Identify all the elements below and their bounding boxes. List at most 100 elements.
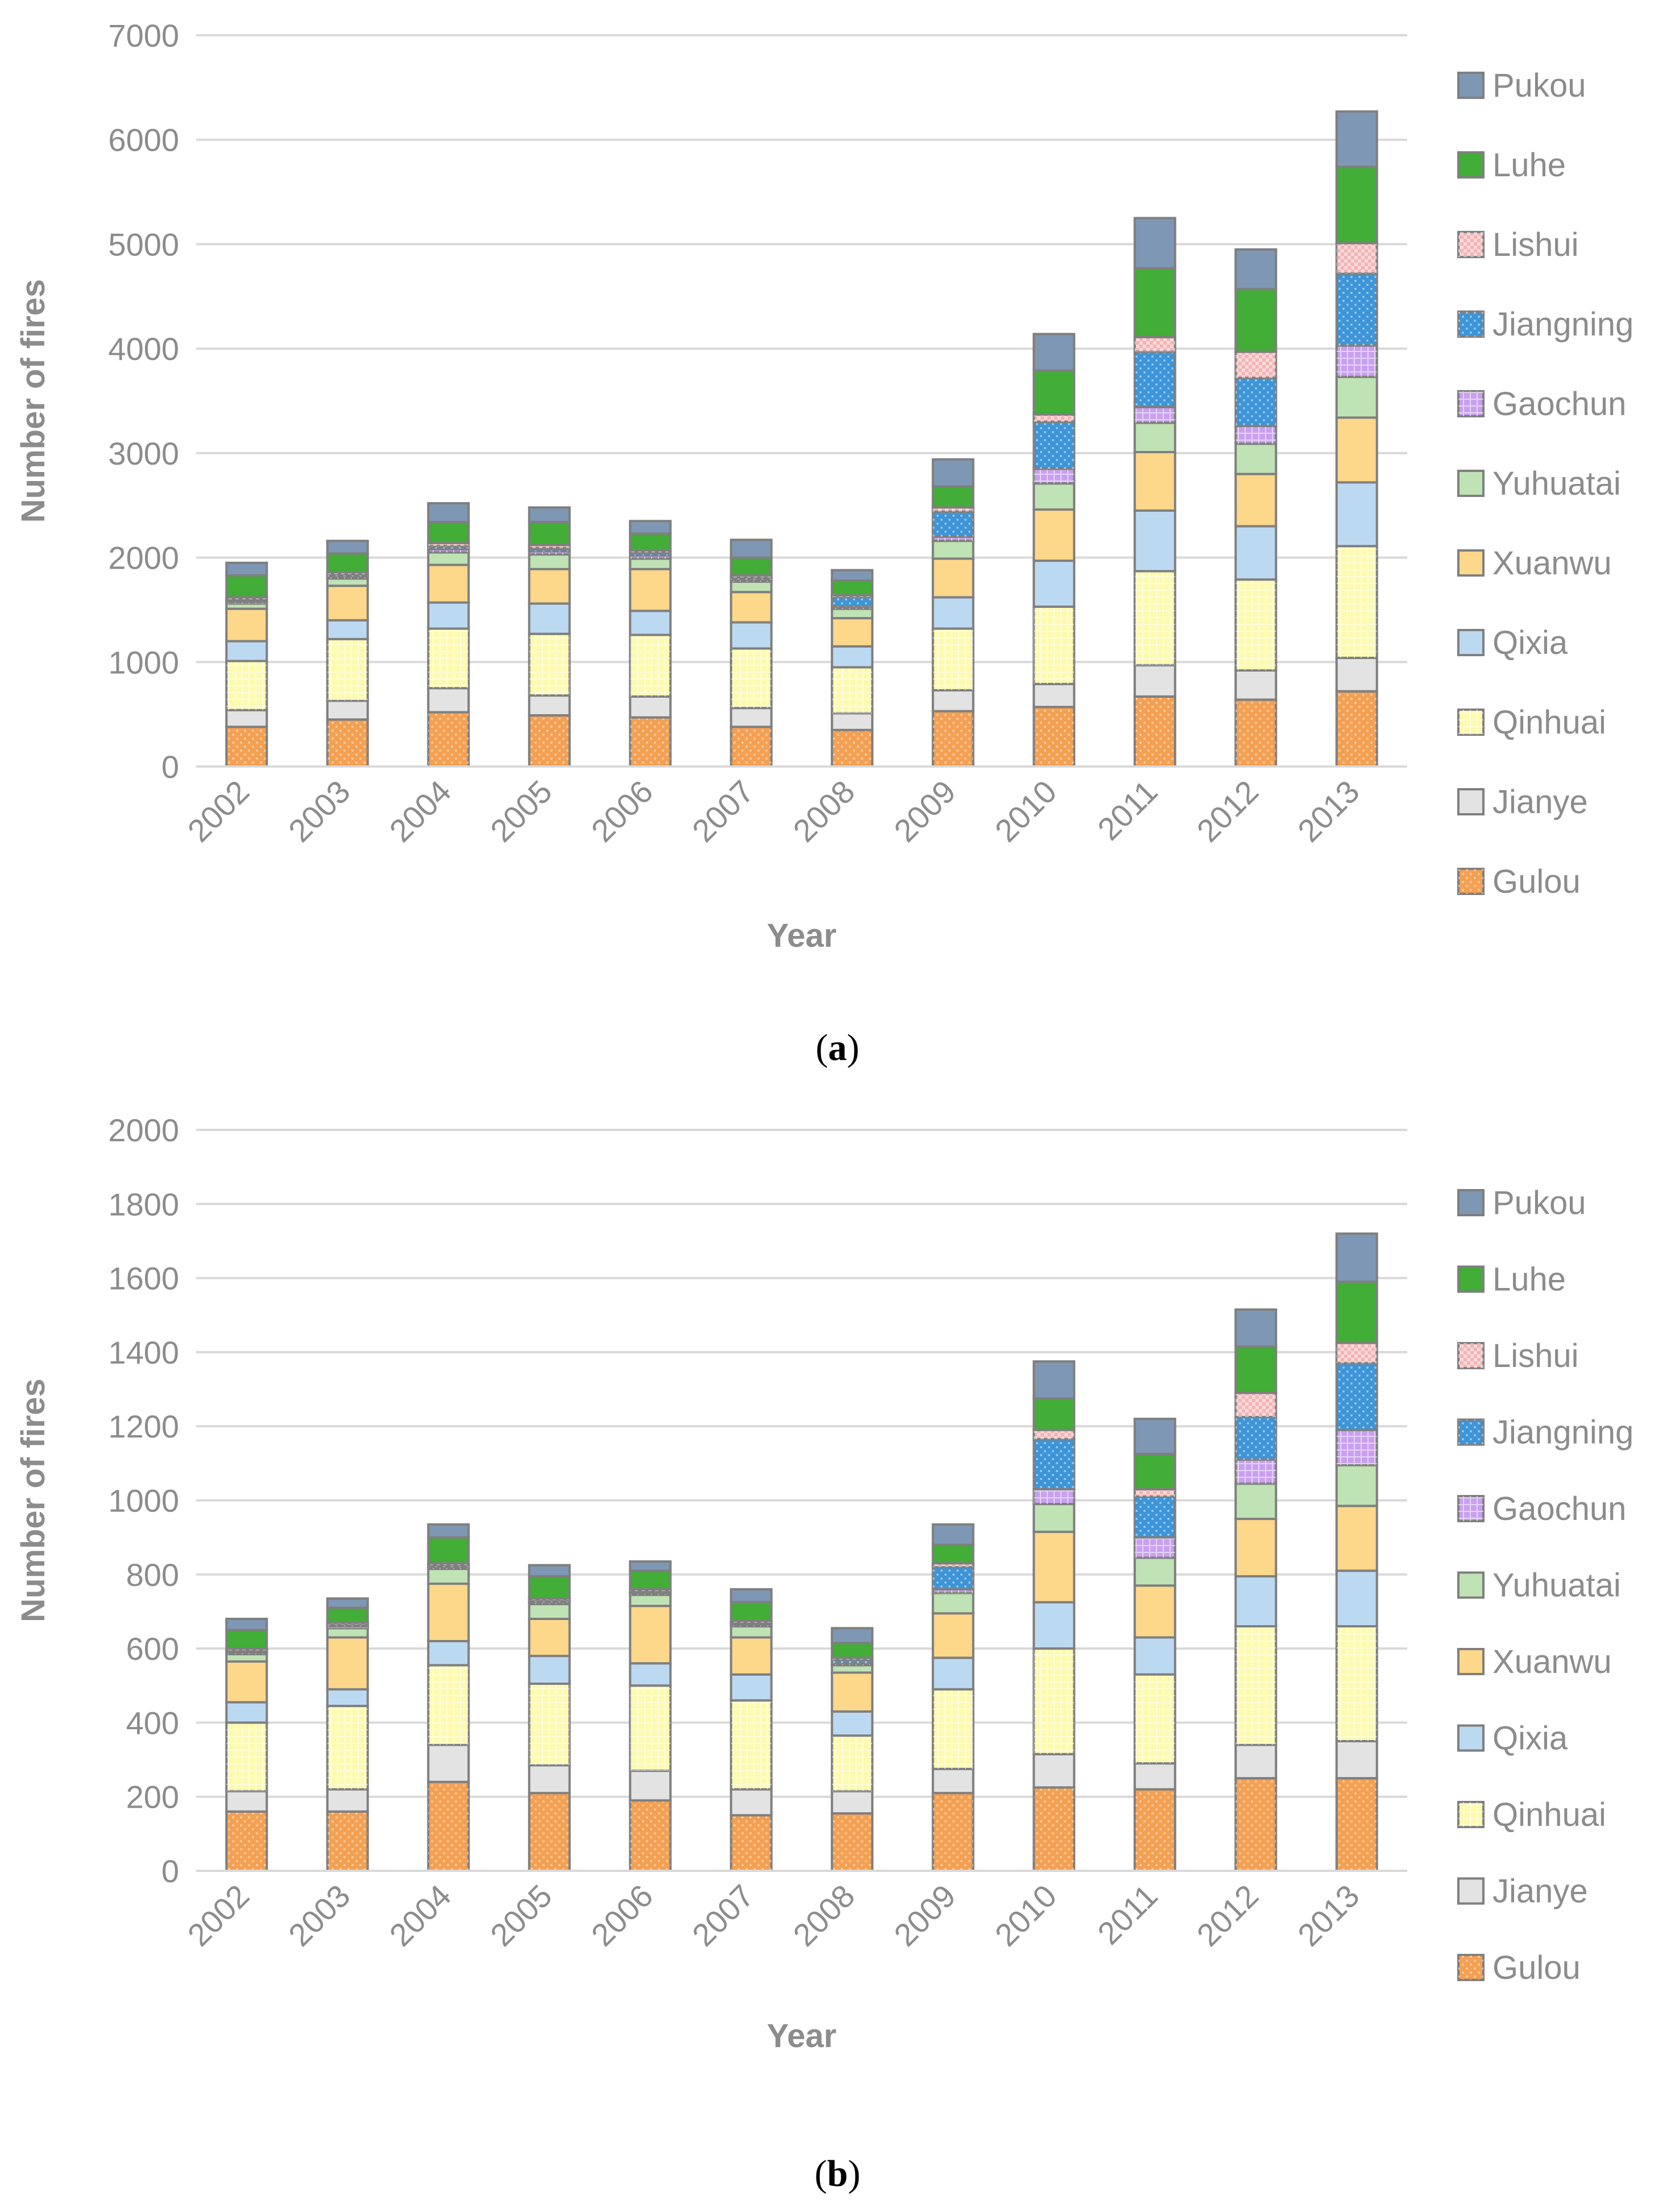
y-tick-label: 1000 [108,1483,179,1519]
bar-segment-yuhuatai-2009 [931,1592,975,1615]
bar-segment-luhe-2006 [629,532,672,552]
bar-segment-yuhuatai-2005 [528,1602,571,1620]
legend-swatch-qixia [1457,1724,1485,1752]
bar-segment-luhe-2002 [225,1629,268,1650]
legend-label-yuhuatai: Yuhuatai [1492,1567,1621,1604]
bar-texture-qinhuai-2007 [731,648,772,709]
bar-segment-luhe-2002 [225,574,268,599]
x-tick-label: 2012 [1190,773,1266,849]
bar-texture-qinhuai-2012 [1235,579,1276,670]
bar-segment-yuhuatai-2004 [427,1568,470,1585]
bar-segment-jianye-2003 [326,1788,369,1813]
bar-segment-xuanwu-2004 [427,564,470,604]
bar-texture-jiangning-2005 [529,548,570,552]
x-tick-label: 2004 [383,1878,458,1953]
bar-texture-gaochun-2012 [1235,426,1276,444]
legend-swatch-texture-gulou [1458,1955,1483,1980]
bar-segment-pukou-2006 [629,1560,672,1572]
bar-segment-pukou-2009 [931,458,975,488]
bar-segment-pukou-2010 [1033,1360,1076,1400]
bar-segment-xuanwu-2002 [225,607,268,643]
x-tick-label: 2013 [1291,773,1366,849]
bar-texture-gaochun-2011 [1134,407,1175,423]
bar-segment-yuhuatai-2013 [1335,1464,1378,1507]
bar-segment-xuanwu-2013 [1335,1505,1378,1572]
bar-texture-qinhuai-2013 [1336,546,1377,658]
y-tick-label: 6000 [108,122,179,158]
bar-texture-qinhuai-2003 [327,639,368,701]
bar-texture-lishui-2010 [1034,1430,1075,1440]
bar-segment-qixia-2005 [528,1655,571,1685]
bar-segment-luhe-2009 [931,1543,975,1565]
bar-texture-qinhuai-2005 [529,1683,570,1766]
bar-segment-pukou-2008 [831,1627,874,1644]
bar-segment-yuhuatai-2009 [931,540,975,560]
bar-segment-yuhuatai-2010 [1033,1503,1076,1533]
bar-segment-jianye-2013 [1335,656,1378,693]
bar-segment-pukou-2009 [931,1523,975,1546]
bar-texture-qinhuai-2008 [832,667,873,714]
bar-texture-jiangning-2009 [932,511,973,537]
bar-texture-gulou-2004 [428,712,469,767]
bar-texture-qinhuai-2009 [932,628,973,690]
bar-texture-qinhuai-2011 [1134,571,1175,665]
bar-segment-luhe-2003 [326,1606,369,1624]
bar-texture-gulou-2003 [327,1811,368,1871]
y-tick-label: 0 [161,1853,179,1889]
bar-segment-luhe-2010 [1033,369,1076,416]
bar-segment-pukou-2007 [729,538,773,559]
legend-label-luhe: Luhe [1492,147,1566,184]
bar-texture-jiangning-2011 [1134,1496,1175,1538]
y-axis-title: Number of fires [15,1378,52,1622]
x-tick-label: 2011 [1091,1878,1164,1952]
bar-texture-gulou-2002 [226,727,267,767]
legend-swatch-texture-jiangning [1458,1419,1483,1445]
bar-segment-jianye-2012 [1234,1743,1278,1780]
bar-segment-qixia-2006 [629,1662,672,1687]
bar-texture-gulou-2004 [428,1782,469,1871]
bar-segment-pukou-2007 [729,1588,773,1604]
bar-segment-luhe-2007 [729,556,773,577]
bar-segment-pukou-2005 [528,506,571,524]
bar-segment-qixia-2007 [729,621,773,650]
bar-texture-jiangning-2009 [932,1567,973,1589]
y-tick-label: 7000 [108,18,179,53]
bar-texture-gaochun-2006 [630,555,671,559]
bar-texture-lishui-2010 [1034,414,1075,422]
bar-segment-luhe-2003 [326,552,369,574]
bar-segment-xuanwu-2010 [1033,1530,1076,1604]
bar-segment-yuhuatai-2012 [1234,442,1278,475]
bar-segment-pukou-2011 [1133,217,1176,270]
bar-segment-pukou-2003 [326,540,369,555]
bar-segment-qixia-2010 [1033,560,1076,608]
legend-swatch-jianye [1457,788,1485,815]
y-axis-title: Number of fires [15,279,52,523]
bar-segment-jianye-2008 [831,1790,874,1815]
legend-label-gulou: Gulou [1492,1949,1581,1986]
bar-texture-gaochun-2009 [932,1589,973,1593]
bar-segment-qixia-2008 [831,645,874,669]
bar-segment-yuhuatai-2011 [1133,421,1176,454]
x-tick-label: 2002 [181,773,256,849]
bar-segment-pukou-2012 [1234,1308,1278,1348]
bar-segment-luhe-2012 [1234,288,1278,353]
legend-swatch-xuanwu [1457,549,1485,577]
bar-texture-lishui-2012 [1235,351,1276,378]
legend-swatch-texture-qinhuai [1458,710,1483,735]
bar-segment-jianye-2006 [629,1770,672,1802]
bar-texture-gulou-2010 [1034,707,1075,767]
legend-label-lishui: Lishui [1492,1337,1579,1374]
bar-texture-gaochun-2010 [1034,1489,1075,1505]
bar-texture-qinhuai-2009 [932,1689,973,1769]
legend-label-lishui: Lishui [1492,226,1579,263]
x-tick-label: 2005 [483,773,559,849]
legend-swatch-qixia [1457,629,1485,656]
y-tick-label: 5000 [108,226,179,262]
y-tick-label: 3000 [108,436,179,471]
bar-segment-yuhuatai-2008 [831,607,874,620]
bar-segment-pukou-2013 [1335,1232,1378,1283]
bar-segment-qixia-2006 [629,610,672,636]
bar-segment-jianye-2010 [1033,1753,1076,1789]
legend-label-luhe: Luhe [1492,1261,1566,1298]
bar-segment-luhe-2013 [1335,1281,1378,1344]
